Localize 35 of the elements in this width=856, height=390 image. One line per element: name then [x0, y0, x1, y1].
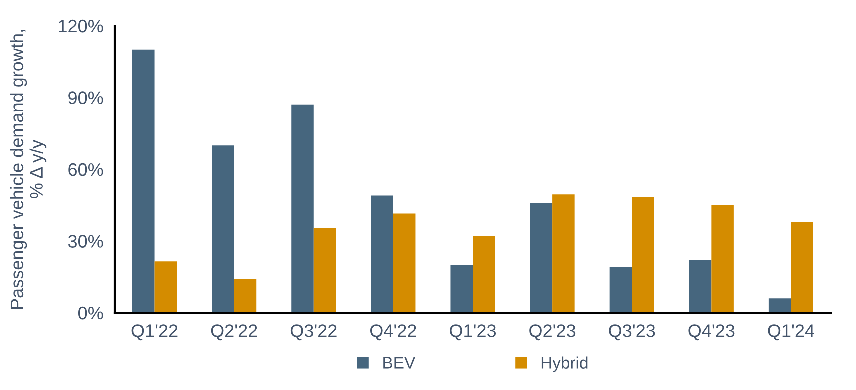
bar [450, 265, 473, 313]
bar [154, 262, 178, 313]
x-tick-label: Q3'22 [290, 324, 337, 341]
x-tick-label: Q4'23 [688, 324, 735, 341]
bar [292, 104, 314, 313]
x-tick-label: Q1'24 [768, 324, 815, 341]
y-tick-label: 90% [68, 92, 104, 104]
y-tick-label: 120% [59, 20, 104, 33]
legend-label: Hybrid [542, 356, 588, 372]
bar [234, 280, 257, 313]
y-tick-label: 60% [68, 163, 104, 176]
x-tick-label: Q2'23 [530, 324, 576, 341]
bar [393, 214, 416, 313]
x-tick-label: Q2'22 [211, 324, 258, 341]
bar [314, 228, 336, 313]
bar [552, 194, 575, 313]
x-tick-label: Q1'22 [132, 324, 178, 341]
x-tick-label: Q1'23 [450, 324, 496, 341]
bar [689, 260, 712, 313]
y-tick-label: 0% [78, 306, 104, 320]
bar [132, 50, 155, 313]
x-tick-label: Q3'23 [609, 324, 656, 341]
bar [791, 222, 814, 313]
bar [371, 196, 394, 313]
y-tick-label: 30% [68, 235, 104, 248]
bar [712, 205, 734, 313]
bar [212, 146, 234, 313]
legend-label: BEV [384, 357, 416, 369]
y-axis-title: Passenger vehicle demand growth, % Δ y/y [10, 30, 47, 310]
bar [632, 197, 654, 313]
bar [530, 202, 553, 313]
bar [473, 236, 496, 313]
bar [610, 268, 632, 313]
bar [768, 298, 792, 313]
x-tick-label: Q4'22 [370, 324, 416, 341]
